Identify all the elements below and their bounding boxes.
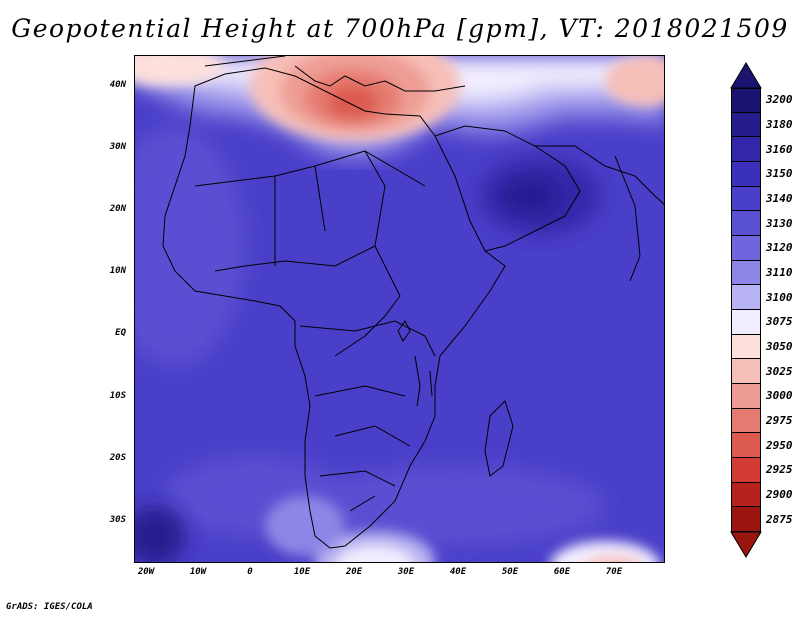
colorbar-bin — [731, 162, 761, 187]
colorbar-label: 3160 — [766, 142, 793, 156]
colorbar-bin — [731, 507, 761, 532]
colorbar-label: 3140 — [766, 192, 793, 205]
colorbar-bin — [731, 137, 761, 162]
colorbar-label: 3130 — [766, 216, 793, 230]
lon-label-60e: 60E — [553, 567, 571, 577]
lon-label-30e: 30E — [397, 567, 415, 577]
arabia-low-anomaly — [135, 158, 600, 562]
colorbar-label: 2950 — [766, 438, 793, 452]
colorbar-bin — [731, 359, 761, 384]
lon-label-20e: 20E — [345, 567, 363, 577]
lon-label-20w: 20W — [137, 567, 155, 577]
lon-label-10e: 10E — [293, 567, 311, 577]
colorbar-label: 3050 — [766, 340, 793, 353]
colorbar-label: 3180 — [766, 118, 793, 131]
lat-label-30n: 30N — [109, 142, 126, 152]
colorbar-bin — [731, 88, 761, 113]
colorbar-bin — [731, 112, 761, 138]
colorbar-label: 3100 — [766, 290, 793, 304]
colorbar: 3200 3180 3160 3150 3140 3130 3120 3110 3100 3075… — [724, 60, 793, 560]
colorbar-bin — [731, 334, 761, 360]
footer-credit: GrADS: IGES/COLA — [6, 602, 93, 612]
lat-label-10n: 10N — [109, 266, 126, 276]
colorbar-bin — [731, 384, 761, 409]
colorbar-bin — [731, 285, 761, 310]
lat-label-20n: 20N — [109, 204, 126, 214]
coastlines — [162, 56, 664, 549]
lat-label-20s: 20S — [109, 453, 126, 463]
colorbar-bin — [731, 433, 761, 458]
colorbar-bin — [731, 186, 761, 212]
lat-label-30s: 30S — [109, 515, 126, 525]
colorbar-label: 3000 — [766, 389, 793, 403]
lon-label-0: 0 — [247, 567, 253, 577]
colorbar-label: 3075 — [766, 315, 793, 329]
lat-label-eq: EQ — [115, 328, 126, 338]
colorbar-bin — [731, 236, 761, 261]
lat-label-40n: 40N — [109, 80, 126, 90]
colorbar-bin — [731, 408, 761, 434]
colorbar-label: 2900 — [766, 488, 793, 501]
colorbar-bin — [731, 310, 761, 335]
colorbar-label: 2925 — [766, 463, 793, 477]
colorbar-bin — [731, 260, 761, 286]
lon-label-10w: 10W — [189, 567, 207, 577]
colorbar-label: 3025 — [766, 364, 793, 378]
mediterranean-trough — [135, 56, 664, 141]
colorbar-bin — [731, 482, 761, 508]
colorbar-arrows — [730, 62, 762, 558]
colorbar-bin — [731, 458, 761, 483]
colorbar-label: 3120 — [766, 241, 793, 255]
map-plot-area — [134, 55, 665, 563]
colorbar-label: 3110 — [766, 266, 793, 279]
lon-label-70e: 70E — [605, 567, 623, 577]
plot-title: Geopotential Height at 700hPa [gpm], VT:… — [11, 14, 789, 43]
colorbar-label: 3150 — [766, 167, 793, 181]
lon-label-50e: 50E — [501, 567, 519, 577]
colorbar-bin — [731, 211, 761, 236]
lon-label-40e: 40E — [449, 567, 467, 577]
colorbar-label: 2875 — [766, 512, 793, 526]
map-svg — [135, 56, 664, 562]
colorbar-label: 3200 — [766, 93, 793, 107]
colorbar-label: 2975 — [766, 414, 793, 427]
lat-label-10s: 10S — [109, 391, 126, 401]
